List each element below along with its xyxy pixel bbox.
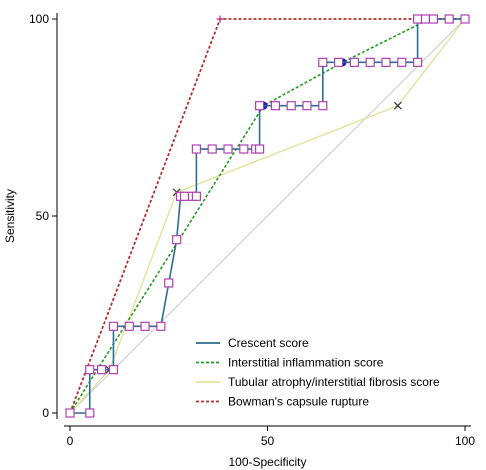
point-crescent-score-24	[255, 101, 265, 111]
point-crescent-score-15	[179, 191, 190, 201]
point-crescent-score-9	[140, 321, 150, 331]
legend-label-interstitial-inflammation-score: Interstitial inflammation score	[228, 356, 384, 370]
point-crescent-score-36	[413, 14, 423, 24]
point-crescent-score-28	[318, 101, 328, 111]
point-crescent-score-18	[191, 144, 201, 154]
y-tick-label-50: 50	[36, 209, 50, 223]
point-crescent-score-37	[420, 14, 431, 24]
point-crescent-score-3	[85, 365, 95, 375]
x-tick-label-50: 50	[261, 434, 275, 448]
point-crescent-score-13	[172, 235, 182, 245]
point-crescent-score-34	[397, 57, 407, 67]
point-crescent-score-12	[164, 278, 174, 288]
point-bowman-s-capsule-rupture-1	[216, 15, 224, 23]
point-tubular-atrophy-interstitial-fibrosis-score-3	[393, 101, 402, 110]
legend-item-bowman-s-capsule-rupture: Bowman's capsule rupture	[196, 395, 369, 409]
point-crescent-score-25	[270, 101, 280, 111]
point-crescent-score-20	[223, 144, 233, 154]
x-tick-label-0: 0	[67, 434, 74, 448]
point-crescent-score-32	[365, 57, 375, 67]
point-crescent-score-26	[286, 101, 296, 111]
y-tick-label-0: 0	[42, 406, 49, 420]
axes-layer: 0 50 100 0 50 100 100-Specificity Sensitivity	[3, 12, 475, 469]
diagonal-reference-line	[69, 18, 466, 414]
point-crescent-score-35	[413, 57, 423, 67]
legend-label-bowman-s-capsule-rupture: Bowman's capsule rupture	[228, 395, 369, 409]
legend-layer: Crescent score Interstitial inflammation …	[196, 336, 440, 409]
legend-label-tubular-atrophy-interstitial-fibrosis-score: Tubular atrophy/interstitial fibrosis sc…	[228, 375, 440, 389]
point-crescent-score-38	[428, 14, 438, 24]
legend-item-crescent-score: Crescent score	[196, 336, 309, 350]
legend-item-tubular-atrophy-interstitial-fibrosis-score: Tubular atrophy/interstitial fibrosis sc…	[196, 375, 440, 389]
legend-label-crescent-score: Crescent score	[228, 336, 309, 350]
point-crescent-score-19	[207, 144, 217, 154]
point-crescent-score-21	[239, 144, 249, 154]
y-tick-label-100: 100	[29, 12, 49, 26]
point-crescent-score-31	[349, 57, 359, 67]
point-crescent-score-29	[318, 57, 328, 67]
point-crescent-score-8	[124, 321, 134, 331]
point-crescent-score-0	[65, 408, 75, 418]
series-crescent-score	[65, 14, 470, 418]
point-crescent-score-33	[381, 57, 391, 67]
series-layer	[65, 14, 470, 418]
point-crescent-score-17	[191, 191, 201, 201]
point-crescent-score-40	[460, 14, 470, 24]
x-axis-title: 100-Specificity	[228, 455, 306, 469]
point-crescent-score-6	[108, 365, 119, 375]
point-crescent-score-2	[85, 408, 95, 418]
point-crescent-score-23	[255, 144, 265, 154]
point-crescent-score-27	[302, 101, 312, 111]
point-crescent-score-7	[108, 321, 119, 331]
point-crescent-score-4	[96, 365, 107, 375]
diagonal-layer	[69, 18, 466, 414]
point-crescent-score-10	[156, 321, 166, 331]
legend-item-interstitial-inflammation-score: Interstitial inflammation score	[196, 356, 384, 370]
x-tick-label-100: 100	[455, 434, 475, 448]
y-axis-title: Sensitivity	[3, 189, 17, 243]
point-crescent-score-39	[444, 14, 454, 24]
point-tubular-atrophy-interstitial-fibrosis-score-3-b	[393, 101, 402, 110]
point-crescent-score-30	[334, 57, 344, 67]
